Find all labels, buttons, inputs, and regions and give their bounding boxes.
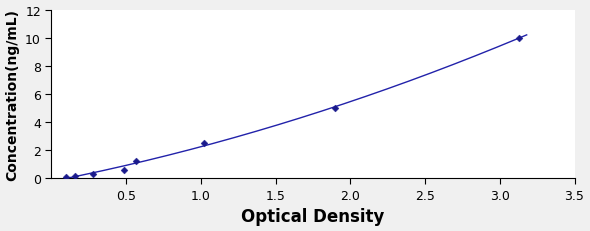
Y-axis label: Concentration(ng/mL): Concentration(ng/mL) bbox=[5, 9, 19, 180]
X-axis label: Optical Density: Optical Density bbox=[241, 207, 385, 225]
